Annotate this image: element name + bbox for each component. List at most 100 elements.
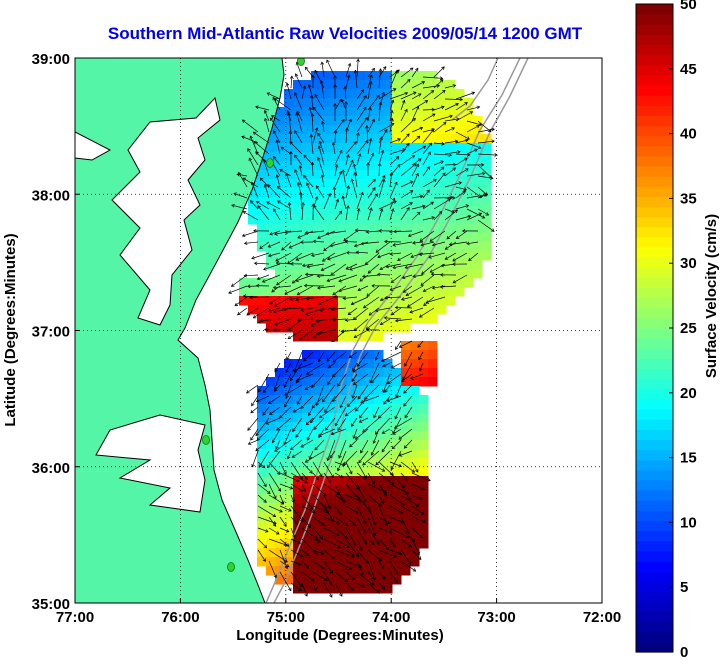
velocity-cell (419, 377, 429, 387)
velocity-cell (365, 512, 375, 522)
velocity-cell (311, 368, 321, 378)
velocity-cell (446, 287, 456, 297)
velocity-cell (419, 431, 429, 441)
velocity-cell (338, 197, 348, 207)
velocity-cell (257, 287, 267, 297)
velocity-cell (347, 431, 357, 441)
colorbar-swatch (636, 126, 673, 137)
radar-station-marker (203, 436, 210, 445)
velocity-cell (347, 314, 357, 324)
velocity-cell (374, 287, 384, 297)
colorbar-swatch (636, 105, 673, 116)
velocity-cell (302, 98, 312, 108)
velocity-cell (338, 251, 348, 261)
velocity-cell (365, 170, 375, 180)
velocity-cell (428, 98, 438, 108)
colorbar-swatch (636, 470, 673, 481)
velocity-cell (374, 566, 384, 576)
velocity-cell (293, 269, 303, 279)
colorbar-swatch (636, 156, 673, 167)
velocity-cell (275, 143, 285, 153)
velocity-cell (365, 467, 375, 477)
velocity-cell (311, 206, 321, 216)
velocity-cell (320, 179, 330, 189)
velocity-vector (445, 165, 456, 166)
velocity-cell (410, 134, 420, 144)
velocity-cell (392, 80, 402, 90)
x-tick-label: 74:00 (372, 609, 410, 626)
velocity-cell (257, 224, 267, 234)
velocity-cell (401, 566, 411, 576)
velocity-cell (401, 449, 411, 459)
colorbar-swatch (636, 632, 673, 643)
velocity-cell (356, 233, 366, 243)
velocity-cell (401, 503, 411, 513)
velocity-cell (356, 188, 366, 198)
velocity-cell (302, 215, 312, 225)
colorbar-swatch (636, 358, 673, 369)
velocity-cell (293, 440, 303, 450)
velocity-cell (419, 503, 429, 513)
velocity-cell (338, 296, 348, 306)
velocity-cell (392, 125, 402, 135)
velocity-cell (329, 206, 339, 216)
velocity-cell (392, 242, 402, 252)
velocity-cell (302, 431, 312, 441)
velocity-cell (329, 107, 339, 117)
velocity-cell (401, 548, 411, 558)
velocity-cell (356, 422, 366, 432)
velocity-cell (401, 305, 411, 315)
velocity-cell (428, 71, 438, 81)
velocity-cell (311, 80, 321, 90)
colorbar-swatch (636, 601, 673, 612)
velocity-cell (329, 494, 339, 504)
colorbar-swatch (636, 85, 673, 96)
colorbar-tick-label: 10 (680, 514, 697, 531)
colorbar-tick-label: 50 (680, 0, 697, 13)
velocity-cell (320, 395, 330, 405)
velocity-cell (392, 170, 402, 180)
velocity-cell (320, 287, 330, 297)
velocity-cell (410, 233, 420, 243)
velocity-cell (419, 404, 429, 414)
velocity-cell (338, 467, 348, 477)
colorbar-swatch (636, 227, 673, 238)
velocity-cell (437, 125, 447, 135)
velocity-cell (419, 449, 429, 459)
velocity-cell (302, 161, 312, 171)
colorbar-swatch (636, 531, 673, 542)
velocity-cell (482, 152, 492, 162)
velocity-cell (392, 206, 402, 216)
colorbar-swatch (636, 136, 673, 147)
colorbar-swatch (636, 520, 673, 531)
velocity-cell (473, 269, 483, 279)
colorbar-swatch (636, 500, 673, 511)
velocity-cell (248, 206, 258, 216)
colorbar-swatch (636, 490, 673, 501)
velocity-cell (320, 71, 330, 81)
velocity-vector (423, 110, 434, 111)
velocity-cell (338, 179, 348, 189)
velocity-cell (347, 98, 357, 108)
velocity-cell (383, 323, 393, 333)
velocity-cell (239, 296, 249, 306)
velocity-cell (293, 305, 303, 315)
velocity-cell (392, 521, 402, 531)
colorbar-swatch (636, 55, 673, 66)
velocity-cell (419, 71, 429, 81)
colorbar-swatch (636, 217, 673, 228)
velocity-cell (329, 350, 339, 360)
velocity-cell (473, 242, 483, 252)
velocity-cell (275, 530, 285, 540)
velocity-cell (293, 161, 303, 171)
colorbar-swatch (636, 24, 673, 35)
velocity-cell (311, 170, 321, 180)
velocity-cell (410, 197, 420, 207)
velocity-cell (482, 161, 492, 171)
velocity-cell (392, 107, 402, 117)
y-axis-label: Latitude (Degrees:Minutes) (2, 233, 19, 426)
velocity-cell (347, 152, 357, 162)
x-tick-label: 73:00 (477, 609, 515, 626)
velocity-cell (311, 242, 321, 252)
